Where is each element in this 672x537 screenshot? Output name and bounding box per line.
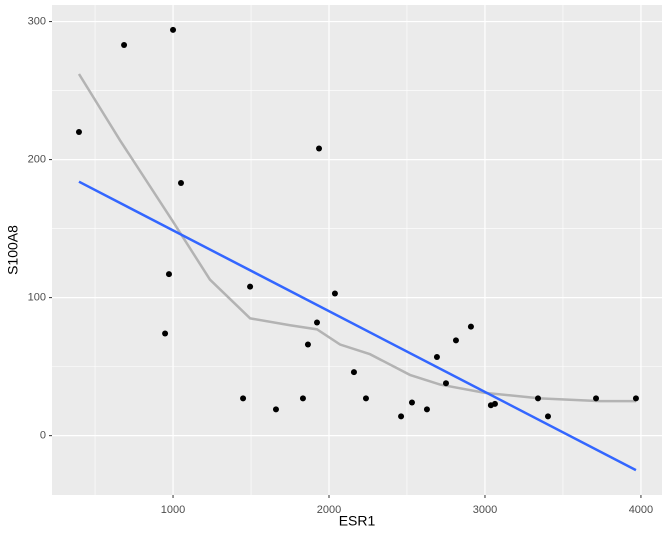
point [350, 369, 357, 376]
point [544, 413, 551, 420]
point [162, 330, 169, 337]
fit-line [78, 180, 637, 472]
point [121, 42, 128, 49]
point [75, 128, 82, 135]
y-tick-label: 0 [40, 430, 46, 442]
point [442, 380, 449, 387]
y-tick-label: 200 [28, 153, 46, 165]
point [535, 395, 542, 402]
point [452, 337, 459, 344]
point [491, 400, 498, 407]
y-axis-title: S100A8 [5, 225, 21, 275]
x-tick-label: 4000 [629, 504, 653, 516]
point [247, 283, 254, 290]
fit-line [77, 73, 636, 403]
point [632, 395, 639, 402]
point [423, 406, 430, 413]
point [398, 413, 405, 420]
x-axis-title: ESR1 [339, 513, 376, 529]
point [316, 145, 323, 152]
point [272, 406, 279, 413]
point [170, 26, 177, 33]
x-tick-label: 3000 [473, 504, 497, 516]
x-tick-label: 2000 [317, 504, 341, 516]
y-tick-label: 300 [28, 15, 46, 27]
point [433, 353, 440, 360]
y-tick-label: 100 [28, 292, 46, 304]
point [304, 341, 311, 348]
point [467, 323, 474, 330]
point [408, 399, 415, 406]
x-tick-label: 1000 [161, 504, 185, 516]
point [331, 290, 338, 297]
point [313, 319, 320, 326]
point [362, 395, 369, 402]
point [177, 180, 184, 187]
point [593, 395, 600, 402]
panel [52, 5, 662, 495]
point [165, 271, 172, 278]
point [299, 395, 306, 402]
point [240, 395, 247, 402]
